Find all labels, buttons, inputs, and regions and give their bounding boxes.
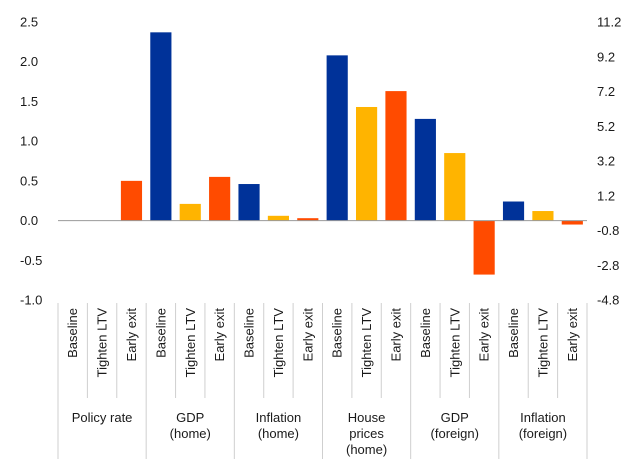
category-label: Tighten LTV bbox=[535, 308, 550, 378]
category-label: Baseline bbox=[506, 308, 521, 358]
group-label: Inflation (foreign) bbox=[519, 410, 567, 441]
bar-baseline bbox=[502, 201, 525, 221]
group-label: Inflation (home) bbox=[256, 410, 302, 441]
group-label: House prices (home) bbox=[346, 410, 387, 457]
y-tick-label: 2.5 bbox=[20, 15, 38, 30]
y-tick-label: 0.0 bbox=[20, 213, 38, 228]
category-label: Early exit bbox=[124, 308, 139, 362]
category-label: Tighten LTV bbox=[359, 308, 374, 378]
category-label: Baseline bbox=[242, 308, 257, 358]
category-label: Early exit bbox=[477, 308, 492, 362]
category-label: Tighten LTV bbox=[95, 308, 110, 378]
y2-tick-label: 1.2 bbox=[597, 188, 615, 203]
category-label: Early exit bbox=[212, 308, 227, 362]
group-label: GDP (foreign) bbox=[431, 410, 479, 441]
category-label: Early exit bbox=[565, 308, 580, 362]
plot-area: 2.5 2.0 1.5 1.0 0.5 0.0 -0.5 -1.0 11.2 9.2 7.2 5.2 3… bbox=[20, 15, 621, 459]
bar-early-exit bbox=[297, 218, 319, 221]
bar-tighten-ltv bbox=[179, 203, 201, 221]
bar-early-exit bbox=[473, 220, 495, 275]
bar-early-exit bbox=[561, 220, 583, 225]
y-tick-label: -1.0 bbox=[20, 293, 42, 308]
y2-tick-label: -2.8 bbox=[597, 258, 619, 273]
bar-tighten-ltv bbox=[532, 211, 554, 221]
bar-early-exit bbox=[209, 176, 231, 221]
category-label: Early exit bbox=[300, 308, 315, 362]
bar-tighten-ltv bbox=[267, 215, 289, 221]
y-tick-label: -0.5 bbox=[20, 253, 42, 268]
group-label: GDP (home) bbox=[170, 410, 211, 441]
bar-baseline bbox=[326, 55, 348, 221]
y-tick-label: 1.0 bbox=[20, 134, 38, 149]
y2-tick-label: -4.8 bbox=[597, 293, 619, 308]
bar-tighten-ltv bbox=[356, 106, 378, 221]
y2-tick-label: 3.2 bbox=[597, 154, 615, 169]
category-label: Baseline bbox=[153, 308, 168, 358]
category-label: Baseline bbox=[330, 308, 345, 358]
y2-tick-label: 5.2 bbox=[597, 119, 615, 134]
bar-early-exit bbox=[120, 180, 143, 221]
y-tick-label: 2.0 bbox=[20, 54, 38, 69]
category-label: Tighten LTV bbox=[447, 308, 462, 378]
bar-early-exit bbox=[385, 91, 407, 221]
category-label: Tighten LTV bbox=[271, 308, 286, 378]
bar-tighten-ltv bbox=[444, 153, 466, 221]
category-label: Baseline bbox=[418, 308, 433, 358]
group-label: Policy rate bbox=[72, 410, 133, 425]
y2-tick-label: 9.2 bbox=[597, 49, 615, 64]
bar-baseline bbox=[414, 118, 436, 221]
bar-baseline bbox=[238, 184, 260, 221]
category-label: Baseline bbox=[65, 308, 80, 358]
category-label: Early exit bbox=[388, 308, 403, 362]
category-label: Tighten LTV bbox=[183, 308, 198, 378]
y2-tick-label: 7.2 bbox=[597, 84, 615, 99]
y2-tick-label: 11.2 bbox=[597, 15, 621, 30]
bar-baseline bbox=[150, 32, 172, 221]
y-tick-label: 0.5 bbox=[20, 173, 38, 188]
y-tick-label: 1.5 bbox=[20, 94, 38, 109]
y2-tick-label: -0.8 bbox=[597, 223, 619, 238]
